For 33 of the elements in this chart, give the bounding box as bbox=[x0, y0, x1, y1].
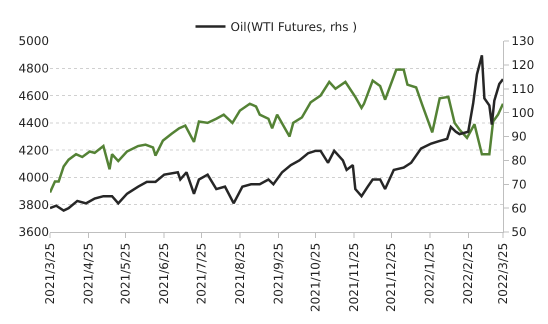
y-tick-label: 5000 bbox=[18, 34, 49, 48]
y2-tick-label: 130 bbox=[511, 34, 534, 48]
x-tick-label: 2021/8/25 bbox=[232, 242, 247, 304]
y-tick-label: 3800 bbox=[18, 198, 49, 212]
x-tick-label: 2021/12/25 bbox=[384, 242, 398, 312]
y2-tick-label: 80 bbox=[511, 154, 527, 168]
line-series bbox=[50, 54, 503, 212]
x-tick-label: 2022/3/25 bbox=[496, 242, 510, 304]
x-tick-label: 2021/9/25 bbox=[271, 242, 286, 304]
x-tick-label: 2021/6/25 bbox=[157, 242, 172, 304]
y2-tick-label: 70 bbox=[511, 177, 527, 192]
y2-tick-label: 60 bbox=[511, 201, 527, 216]
x-tick-label: 2022/1/25 bbox=[422, 242, 437, 304]
y2-tick-label: 50 bbox=[511, 225, 527, 240]
x-tick-label: 2021/7/25 bbox=[194, 242, 208, 304]
x-tick-label: 2021/4/25 bbox=[81, 242, 96, 304]
x-tick-label: 2021/5/25 bbox=[118, 242, 133, 304]
x-tick-label: 2021/3/25 bbox=[42, 242, 57, 304]
y2-tick-label: 90 bbox=[511, 130, 527, 144]
y-tick-label: 4400 bbox=[18, 116, 49, 130]
y-tick-label: 4600 bbox=[18, 88, 49, 103]
y2-tick-label: 120 bbox=[511, 58, 534, 72]
x-tick-label: 2022/2/25 bbox=[461, 242, 476, 304]
y-tick-label: 4200 bbox=[18, 143, 49, 158]
y2-tick-label: 110 bbox=[511, 82, 534, 96]
x-tick-label: 2021/11/25 bbox=[346, 242, 361, 312]
y-tick-label: 3600 bbox=[18, 225, 49, 240]
x-tick-label: 2021/10/25 bbox=[308, 242, 322, 312]
y2-tick-label: 100 bbox=[511, 106, 534, 120]
line-series bbox=[50, 68, 503, 194]
legend-label: Oil(WTI Futures, rhs ) bbox=[230, 20, 358, 34]
y-tick-label: 4000 bbox=[18, 170, 49, 185]
y-tick-label: 4800 bbox=[18, 61, 49, 76]
